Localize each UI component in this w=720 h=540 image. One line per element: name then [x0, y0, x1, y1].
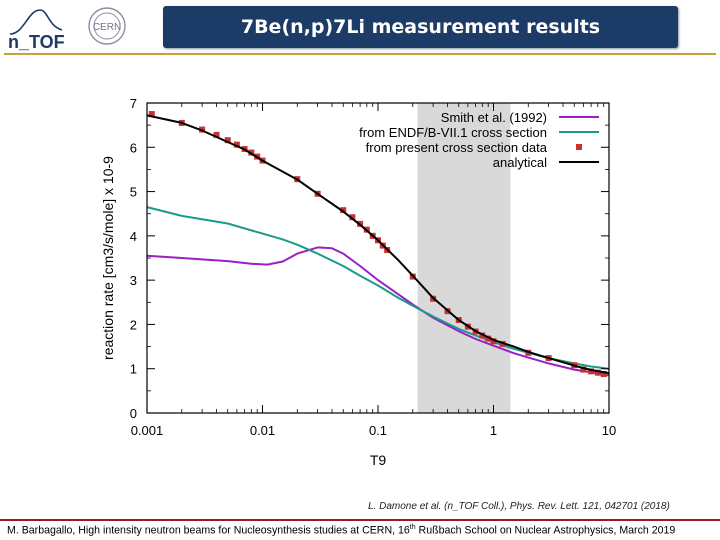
title-bar: 7Be(n,p)7Li measurement results	[163, 6, 678, 48]
cern-logo-ring	[88, 7, 126, 45]
citation: L. Damone et al. (n_TOF Coll.), Phys. Re…	[368, 501, 670, 512]
x-tick-label: 0.01	[250, 423, 275, 438]
series-3-point	[490, 338, 497, 345]
series-3-point	[224, 137, 231, 144]
series-3-point	[213, 131, 220, 138]
cern-logo-text: CERN	[93, 22, 121, 33]
y-tick-label: 3	[130, 273, 137, 288]
footer-text-end: Rußbach School on Nuclear Astrophysics, …	[415, 524, 676, 537]
legend-label: from present cross section data	[366, 140, 548, 155]
ntof-logo-arc	[9, 9, 63, 35]
series-3-point	[588, 368, 595, 375]
series-3-point	[233, 141, 240, 148]
series-3-point	[485, 335, 492, 342]
y-tick-label: 2	[130, 317, 137, 332]
series-3-point	[580, 366, 587, 373]
shaded-region	[417, 103, 511, 413]
series-4-line	[146, 114, 610, 375]
series-3-point	[148, 111, 155, 118]
y-tick-label: 7	[130, 96, 137, 111]
y-axis-label: reaction rate [cm3/s/mole] x 10-9	[100, 156, 116, 360]
series-3-point	[600, 371, 607, 378]
footer: M. Barbagallo, High intensity neutron be…	[7, 524, 675, 537]
logo-area: n_TOF CERN	[4, 4, 154, 52]
header-rule	[4, 53, 716, 55]
series-3-point	[340, 207, 347, 214]
y-tick-label: 5	[130, 185, 137, 200]
x-tick-label: 10	[602, 423, 616, 438]
x-tick-label: 1	[490, 423, 497, 438]
series-3-point	[594, 369, 601, 376]
series-2-line	[146, 206, 610, 370]
footer-rule	[0, 519, 720, 521]
legend-label: from ENDF/B-VII.1 cross section	[359, 125, 547, 140]
y-tick-label: 1	[130, 362, 137, 377]
page-title: 7Be(n,p)7Li measurement results	[240, 16, 601, 38]
x-tick-label: 0.001	[131, 423, 164, 438]
reaction-rate-chart: 0.001 0.01 0.1 1 10 0 1 2 3 4 5 6 7 Smith et al. (19…	[95, 85, 655, 480]
x-axis-label: T9	[370, 452, 387, 468]
series-1-line	[146, 246, 610, 377]
footer-sup: th	[409, 524, 416, 531]
series-3-point	[349, 214, 356, 221]
legend-swatch	[576, 144, 582, 150]
y-tick-label: 4	[130, 229, 137, 244]
legend-label: Smith et al. (1992)	[441, 110, 547, 125]
y-tick-label: 6	[130, 140, 137, 155]
legend: Smith et al. (1992)from ENDF/B-VII.1 cro…	[359, 110, 599, 170]
footer-text: M. Barbagallo, High intensity neutron be…	[7, 524, 410, 537]
y-tick-label: 0	[130, 406, 137, 421]
ntof-logo-text: n_TOF	[8, 32, 65, 52]
legend-label: analytical	[493, 155, 547, 170]
x-tick-label: 0.1	[369, 423, 387, 438]
